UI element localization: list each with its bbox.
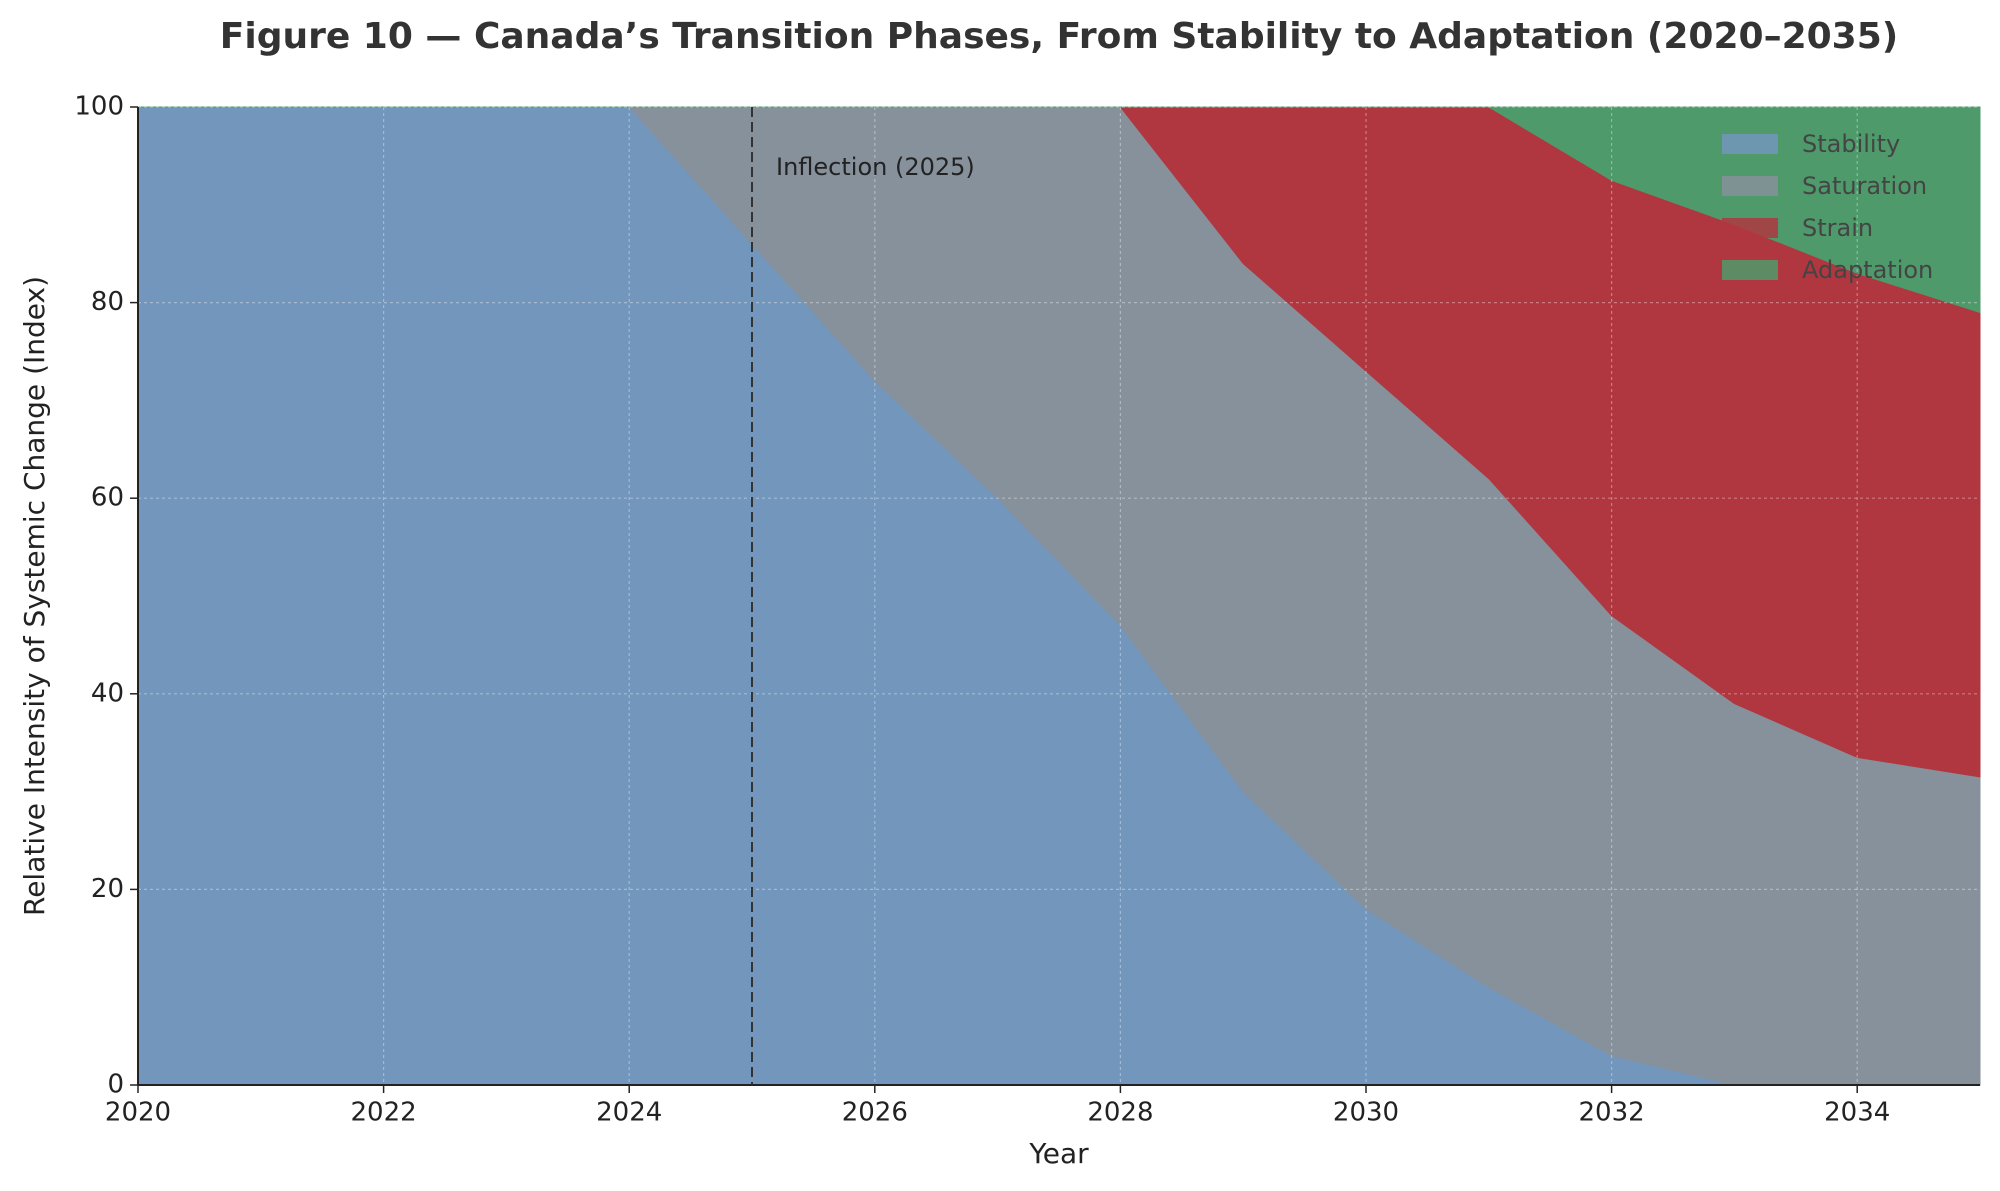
x-tick-label: 2026 (842, 1098, 908, 1128)
legend-swatch (1722, 134, 1778, 154)
y-tick-label: 80 (91, 287, 124, 317)
x-tick-label: 2028 (1087, 1098, 1153, 1128)
area (138, 106, 1981, 314)
y-axis-label: Relative Intensity of Systemic Change (I… (18, 276, 51, 916)
x-tick-label: 2022 (351, 1098, 417, 1128)
y-tick-label: 40 (91, 678, 124, 708)
y-tick-label: 0 (107, 1070, 124, 1100)
legend-label: Adaptation (1802, 256, 1933, 284)
annotation-text: Inflection (2025) (776, 153, 975, 181)
x-tick-label: 2034 (1824, 1098, 1890, 1128)
legend-swatch (1722, 176, 1778, 196)
x-tick-label: 2030 (1333, 1098, 1399, 1128)
legend-swatch (1722, 260, 1778, 280)
legend-label: Saturation (1802, 172, 1927, 200)
x-tick-label: 2032 (1579, 1098, 1645, 1128)
legend-swatch (1722, 218, 1778, 238)
x-tick-label: 2020 (105, 1098, 171, 1128)
x-axis-label: Year (1028, 1137, 1089, 1170)
y-tick-label: 100 (74, 92, 124, 122)
chart-title: Figure 10 — Canada’s Transition Phases, … (220, 16, 1898, 57)
legend-label: Strain (1802, 214, 1873, 242)
legend-label: Stability (1802, 130, 1900, 158)
y-tick-label: 60 (91, 483, 124, 513)
x-tick-label: 2024 (596, 1098, 662, 1128)
y-tick-label: 20 (91, 874, 124, 904)
